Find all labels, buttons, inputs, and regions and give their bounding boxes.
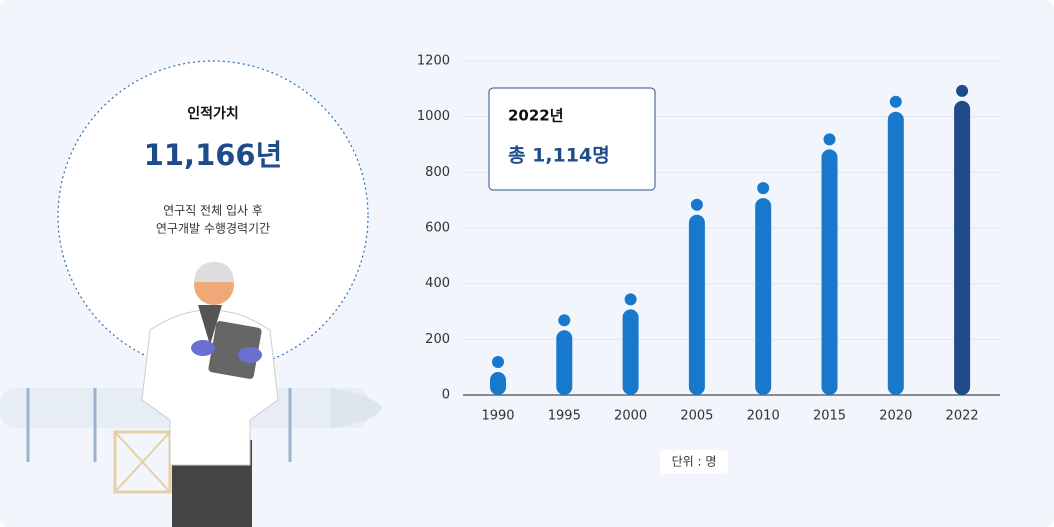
- bar: [887, 111, 904, 396]
- y-tick-label: 1000: [417, 109, 450, 124]
- bar: [954, 100, 971, 395]
- x-tick-label: 2015: [813, 409, 846, 424]
- bar-cap: [492, 356, 504, 369]
- y-tick-label: 200: [425, 332, 450, 347]
- x-tick-label: 2010: [747, 409, 780, 424]
- unit-note: 단위 : 명: [672, 455, 717, 469]
- y-tick-label: 800: [425, 165, 450, 180]
- unit-note-box: [660, 450, 728, 474]
- y-tick-label: 1200: [417, 54, 450, 69]
- x-tick-label: 2020: [879, 409, 912, 424]
- bar: [556, 330, 573, 395]
- x-tick-label: 2022: [946, 409, 979, 424]
- x-tick-label: 1995: [548, 409, 581, 424]
- bar: [490, 372, 506, 395]
- info-label: 인적가치: [187, 105, 239, 122]
- annotation-text: 총 1,114명: [508, 145, 610, 167]
- bar: [821, 149, 838, 395]
- info-description: 연구개발 수행경력기간: [156, 221, 270, 236]
- bar: [622, 309, 639, 395]
- x-tick-label: 1990: [481, 409, 514, 424]
- annotation-title: 2022년: [508, 107, 564, 125]
- bar: [688, 214, 705, 395]
- y-tick-label: 0: [442, 388, 450, 403]
- bar-cap: [823, 133, 836, 146]
- bar-cap: [889, 95, 902, 108]
- x-tick-label: 2000: [614, 409, 647, 424]
- bar-cap: [757, 182, 770, 195]
- info-circle: [57, 60, 369, 372]
- bar-cap: [624, 293, 637, 306]
- bar-cap: [956, 84, 969, 97]
- y-tick-label: 400: [425, 276, 450, 291]
- bar-cap: [690, 198, 703, 211]
- bar-cap: [558, 314, 571, 327]
- info-value: 11,166년: [144, 138, 283, 172]
- annotation-box: [488, 87, 656, 191]
- info-description: 연구직 전체 입사 후: [163, 204, 263, 218]
- x-tick-label: 2005: [680, 409, 713, 424]
- bar: [755, 198, 772, 395]
- y-tick-label: 600: [425, 221, 450, 236]
- illustration: [0, 262, 382, 527]
